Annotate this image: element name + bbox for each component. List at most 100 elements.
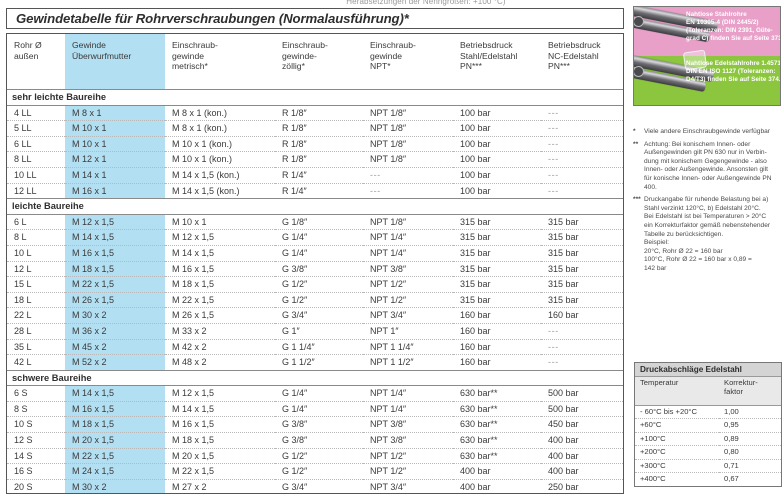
table-cell: M 8 x 1 (kon.) bbox=[165, 105, 275, 122]
table-cell: --- bbox=[541, 136, 623, 153]
header-line: Betriebsdruck bbox=[548, 40, 601, 50]
table-cell: NPT 1″ bbox=[363, 323, 453, 340]
table-cell: 35 L bbox=[7, 339, 65, 356]
footnote-line: dung mit konischem Gegengewinde - also bbox=[644, 157, 767, 165]
caption-line: Nahtlose Edelstahlrohre 1.4571, bbox=[686, 60, 781, 67]
table-cell: 630 bar** bbox=[453, 385, 541, 402]
table-cell: NPT 1/8″ bbox=[363, 105, 453, 122]
table-cell: 6 S bbox=[7, 385, 65, 402]
druck-table-row: - 60°C bis +20°C 1,00 bbox=[635, 405, 781, 420]
footnote-line: Tabelle zu berücksichtigen. bbox=[644, 230, 724, 238]
table-cell: 10 L bbox=[7, 245, 65, 262]
table-cell: NPT 1/2″ bbox=[363, 448, 453, 465]
footnotes-block: * Viele andere Einschraubgewinde verfügba… bbox=[633, 128, 783, 278]
druck-col-korrekturfaktor: Korrektur-faktor bbox=[719, 377, 781, 406]
footnote-marker: ** bbox=[633, 140, 639, 148]
table-cell: G 1/8″ bbox=[275, 214, 363, 231]
table-cell: 15 L bbox=[7, 276, 65, 293]
header-line: gewinde- bbox=[282, 50, 317, 61]
table-cell: 315 bar bbox=[453, 276, 541, 293]
table-cell: G 1/4″ bbox=[275, 245, 363, 262]
group-header-row: leichte Baureihe bbox=[7, 198, 623, 215]
druck-table-cell: +60°C bbox=[635, 418, 719, 433]
druck-table-cell: - 60°C bis +20°C bbox=[635, 405, 719, 420]
table-cell: NPT 3/8″ bbox=[363, 416, 453, 434]
table-cell: 160 bar bbox=[453, 354, 541, 371]
header-line: Stahl/Edelstahl bbox=[460, 50, 518, 61]
group-label-spacer bbox=[453, 369, 623, 387]
group-label: schwere Baureihe bbox=[7, 369, 453, 387]
table-cell: --- bbox=[541, 183, 623, 200]
footnote: * Viele andere Einschraubgewinde verfügba… bbox=[633, 128, 783, 137]
table-cell: NPT 1 1/4″ bbox=[363, 339, 453, 356]
table-cell: 12 L bbox=[7, 261, 65, 278]
table-cell: M 16 x 1,5 bbox=[65, 245, 165, 262]
footnote-body: Achtung: Bei konischem Innen- oder Außeng… bbox=[644, 141, 783, 193]
col-header-druck-nc: Betriebsdruck NC-Edelstahl PN*** bbox=[541, 34, 623, 89]
table-cell: M 20 x 1,5 bbox=[65, 432, 165, 449]
pipe-illustration-box: Nahtlose Stahlrohre EN 10305-4 (DIN 2445/… bbox=[633, 6, 781, 106]
table-cell: M 14 x 1,5 (kon.) bbox=[165, 167, 275, 184]
druck-table-body: - 60°C bis +20°C 1,00 +60°C 0,95 +100°C 0,89 +… bbox=[635, 405, 781, 486]
table-cell: 315 bar bbox=[453, 214, 541, 231]
table-cell: M 8 x 1 bbox=[65, 105, 165, 122]
table-cell: M 26 x 1,5 bbox=[165, 307, 275, 324]
group-label: sehr leichte Baureihe bbox=[7, 89, 453, 106]
table-cell: M 14 x 1,5 bbox=[65, 385, 165, 402]
header-line: gewinde bbox=[172, 50, 205, 61]
druck-table-cell: 0,95 bbox=[719, 418, 781, 433]
table-cell: M 14 x 1,5 bbox=[165, 401, 275, 418]
druck-table-row: +200°C 0,80 bbox=[635, 445, 781, 460]
table-cell: 18 L bbox=[7, 292, 65, 309]
table-cell: M 12 x 1,5 bbox=[165, 385, 275, 402]
table-cell: 100 bar bbox=[453, 120, 541, 137]
table-cell: M 10 x 1 bbox=[65, 136, 165, 153]
table-cell: 42 L bbox=[7, 354, 65, 371]
header-line: metrisch* bbox=[172, 61, 208, 72]
table-cell: M 14 x 1 bbox=[65, 167, 165, 184]
table-cell: 315 bar bbox=[541, 229, 623, 246]
table-cell: G 1 1/4″ bbox=[275, 339, 363, 356]
table-cell: NPT 1/8″ bbox=[363, 120, 453, 137]
table-cell: R 1/8″ bbox=[275, 120, 363, 137]
footnote-line: 142 bar bbox=[644, 264, 667, 272]
druck-table-row: +300°C 0,71 bbox=[635, 459, 781, 474]
table-cell: 450 bar bbox=[541, 416, 623, 434]
table-cell: --- bbox=[363, 183, 453, 200]
table-cell: 315 bar bbox=[453, 292, 541, 309]
table-cell: NPT 1/4″ bbox=[363, 245, 453, 262]
group-label-spacer bbox=[453, 89, 623, 106]
table-cell: 400 bar bbox=[541, 432, 623, 449]
table-cell: G 1/4″ bbox=[275, 401, 363, 418]
table-cell: 400 bar bbox=[453, 463, 541, 480]
table-cell: NPT 1/4″ bbox=[363, 229, 453, 246]
table-cell: 315 bar bbox=[541, 261, 623, 278]
table-cell: G 1/2″ bbox=[275, 276, 363, 293]
table-cell: 315 bar bbox=[541, 292, 623, 309]
header-line: Rohr Ø bbox=[14, 40, 42, 50]
table-cell: M 26 x 1,5 bbox=[65, 292, 165, 309]
footnote-body: Druckangabe für ruhende Belastung bei a)… bbox=[644, 196, 783, 273]
table-cell: M 42 x 2 bbox=[165, 339, 275, 356]
table-cell: 160 bar bbox=[541, 307, 623, 324]
table-cell: 10 S bbox=[7, 416, 65, 434]
table-cell: 630 bar** bbox=[453, 448, 541, 465]
table-cell: NPT 1/8″ bbox=[363, 214, 453, 231]
table-cell: M 16 x 1,5 bbox=[65, 401, 165, 418]
table-cell: R 1/4″ bbox=[275, 167, 363, 184]
footnote-line: Beispiel: bbox=[644, 239, 669, 247]
druck-table-cell: +300°C bbox=[635, 459, 719, 474]
caption-stainless-pipes: Nahtlose Edelstahlrohre 1.4571, DIN EN IS… bbox=[686, 60, 781, 84]
table-cell: M 12 x 1,5 bbox=[65, 214, 165, 231]
